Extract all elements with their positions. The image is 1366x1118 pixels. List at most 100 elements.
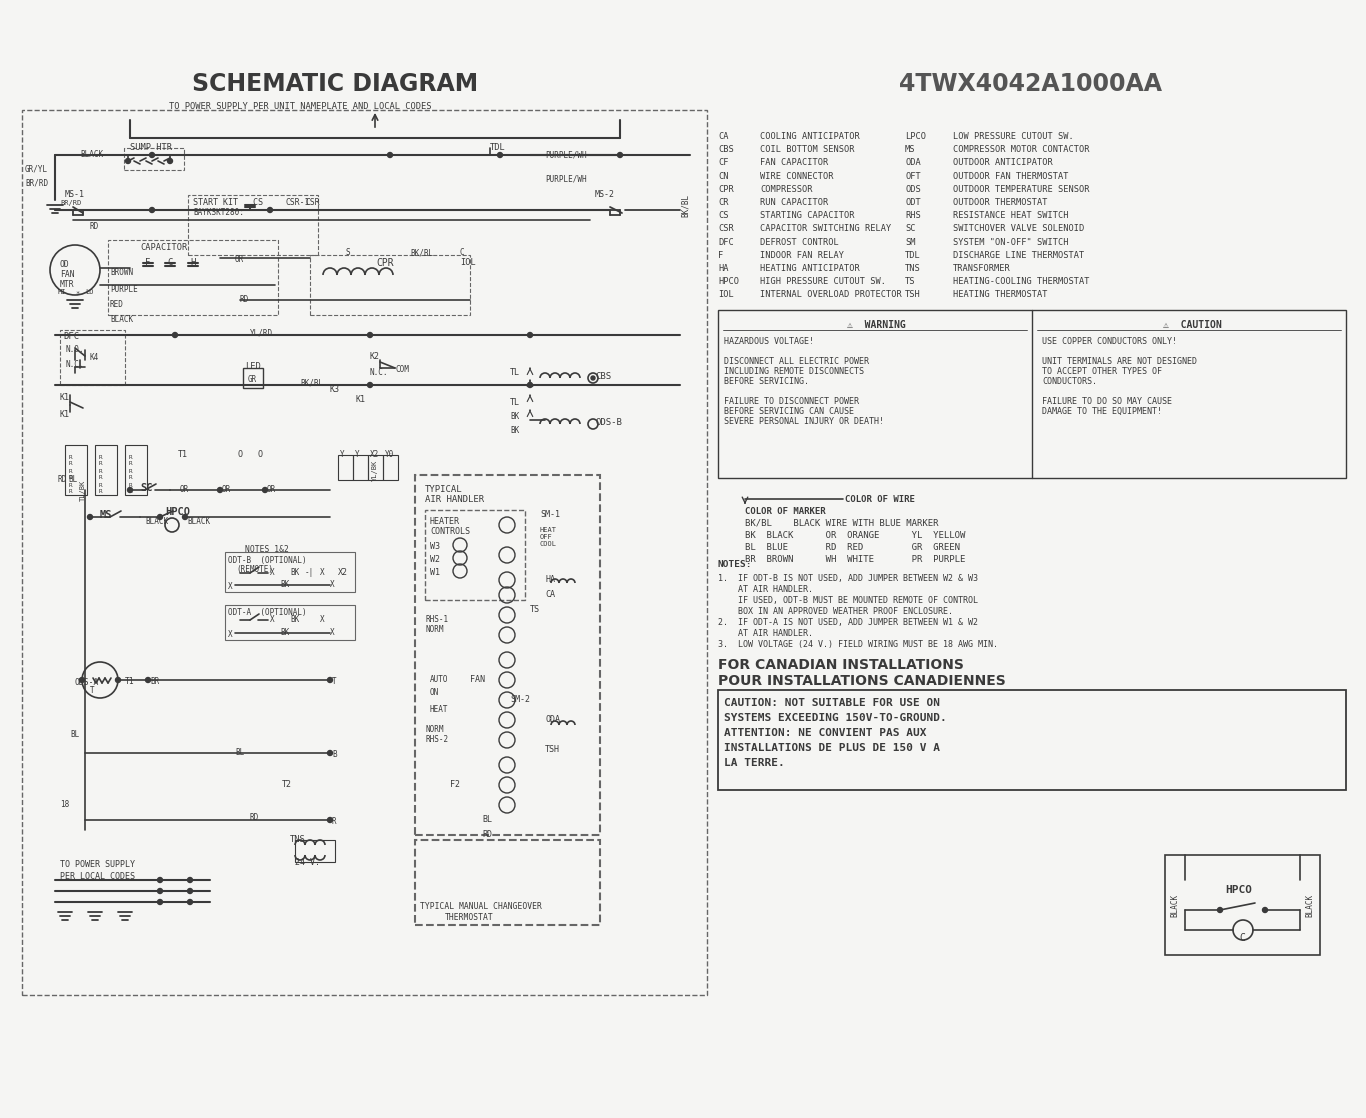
Text: RHS: RHS bbox=[906, 211, 921, 220]
Circle shape bbox=[183, 514, 187, 520]
Text: AIR HANDLER: AIR HANDLER bbox=[425, 495, 484, 504]
Text: TL: TL bbox=[510, 368, 520, 377]
Text: R
R: R R bbox=[70, 468, 72, 480]
Text: 1.  IF ODT-B IS NOT USED, ADD JUMPER BETWEEN W2 & W3: 1. IF ODT-B IS NOT USED, ADD JUMPER BETW… bbox=[719, 574, 978, 582]
Text: X: X bbox=[331, 580, 335, 589]
Circle shape bbox=[149, 152, 154, 158]
Text: BK: BK bbox=[280, 628, 290, 637]
Circle shape bbox=[116, 678, 120, 682]
Text: LPCO: LPCO bbox=[906, 132, 926, 141]
Text: TO POWER SUPPLY: TO POWER SUPPLY bbox=[60, 860, 135, 869]
Text: IF USED, ODT-B MUST BE MOUNTED REMOTE OF CONTROL: IF USED, ODT-B MUST BE MOUNTED REMOTE OF… bbox=[719, 596, 978, 605]
Text: CONTROLS: CONTROLS bbox=[430, 527, 470, 536]
Text: NOTES:: NOTES: bbox=[719, 560, 753, 569]
Bar bbox=[66, 445, 87, 495]
Text: BLACK: BLACK bbox=[111, 315, 133, 324]
Bar bbox=[189, 195, 318, 255]
Text: (REMOTE): (REMOTE) bbox=[236, 565, 273, 574]
Text: INDOOR FAN RELAY: INDOOR FAN RELAY bbox=[759, 250, 844, 259]
Circle shape bbox=[187, 878, 193, 882]
Text: HA: HA bbox=[545, 575, 555, 584]
Text: SCHEMATIC DIAGRAM: SCHEMATIC DIAGRAM bbox=[193, 72, 478, 96]
Text: C: C bbox=[1239, 934, 1244, 942]
Text: X: X bbox=[331, 628, 335, 637]
Text: MS-1: MS-1 bbox=[66, 190, 85, 199]
Text: FAN: FAN bbox=[60, 271, 75, 280]
Text: LOW PRESSURE CUTOUT SW.: LOW PRESSURE CUTOUT SW. bbox=[953, 132, 1074, 141]
Bar bbox=[352, 455, 367, 480]
Bar bbox=[415, 840, 600, 925]
Text: IOL: IOL bbox=[719, 291, 734, 300]
Text: -|: -| bbox=[305, 568, 314, 577]
Text: ODA: ODA bbox=[906, 159, 921, 168]
Text: TS: TS bbox=[906, 277, 915, 286]
Text: K4: K4 bbox=[90, 353, 100, 362]
Text: MS: MS bbox=[100, 510, 112, 520]
Text: CF: CF bbox=[719, 159, 728, 168]
Text: OUTDOOR TEMPERATURE SENSOR: OUTDOOR TEMPERATURE SENSOR bbox=[953, 184, 1090, 193]
Text: TL: TL bbox=[510, 398, 520, 407]
Text: N.O.: N.O. bbox=[66, 345, 83, 354]
Text: INSTALLATIONS DE PLUS DE 150 V A: INSTALLATIONS DE PLUS DE 150 V A bbox=[724, 743, 940, 754]
Text: YL/BK: YL/BK bbox=[372, 459, 378, 481]
Text: X: X bbox=[270, 568, 275, 577]
Text: W2: W2 bbox=[430, 555, 440, 563]
Text: X: X bbox=[228, 582, 232, 591]
Text: H: H bbox=[190, 258, 195, 267]
Text: ⚠  CAUTION: ⚠ CAUTION bbox=[1162, 320, 1221, 330]
Text: BR/RD: BR/RD bbox=[25, 178, 48, 187]
Text: CA: CA bbox=[545, 590, 555, 599]
Text: BR  BROWN      WH  WHITE       PR  PURPLE: BR BROWN WH WHITE PR PURPLE bbox=[744, 555, 966, 563]
Text: T: T bbox=[90, 686, 94, 695]
Text: S: S bbox=[346, 248, 350, 257]
Text: RD: RD bbox=[240, 295, 249, 304]
Bar bbox=[310, 255, 470, 315]
Circle shape bbox=[367, 382, 373, 388]
Text: ODT-B  (OPTIONAL): ODT-B (OPTIONAL) bbox=[228, 556, 306, 565]
Text: TYPICAL: TYPICAL bbox=[425, 485, 463, 494]
Text: FOR CANADIAN INSTALLATIONS: FOR CANADIAN INSTALLATIONS bbox=[719, 659, 964, 672]
Text: DAMAGE TO THE EQUIPMENT!: DAMAGE TO THE EQUIPMENT! bbox=[1042, 407, 1162, 416]
Circle shape bbox=[497, 152, 503, 158]
Text: RESISTANCE HEAT SWITCH: RESISTANCE HEAT SWITCH bbox=[953, 211, 1068, 220]
Text: MTR: MTR bbox=[60, 280, 75, 288]
Text: CS: CS bbox=[719, 211, 728, 220]
Text: *: * bbox=[75, 291, 79, 297]
Text: CONDUCTORS.: CONDUCTORS. bbox=[1042, 377, 1097, 386]
Text: O: O bbox=[238, 451, 243, 459]
Text: HIGH PRESSURE CUTOUT SW.: HIGH PRESSURE CUTOUT SW. bbox=[759, 277, 887, 286]
Text: HEAT: HEAT bbox=[430, 705, 448, 714]
Bar bbox=[382, 455, 398, 480]
Text: BAYKSKT280:: BAYKSKT280: bbox=[193, 208, 245, 217]
Text: ODS-A: ODS-A bbox=[75, 678, 100, 686]
Circle shape bbox=[328, 817, 332, 823]
Text: PURPLE: PURPLE bbox=[111, 285, 138, 294]
Text: HEATER: HEATER bbox=[430, 517, 460, 525]
Text: F: F bbox=[719, 250, 723, 259]
Text: PURPLE/WH: PURPLE/WH bbox=[545, 176, 586, 184]
Text: OD: OD bbox=[60, 260, 70, 269]
Text: BK/BL    BLACK WIRE WITH BLUE MARKER: BK/BL BLACK WIRE WITH BLUE MARKER bbox=[744, 519, 938, 528]
Text: K1: K1 bbox=[60, 410, 70, 419]
Text: ON: ON bbox=[430, 688, 440, 697]
Circle shape bbox=[187, 889, 193, 893]
Text: OUTDOOR FAN THERMOSTAT: OUTDOOR FAN THERMOSTAT bbox=[953, 171, 1068, 181]
Text: T1: T1 bbox=[126, 678, 135, 686]
Text: DISCONNECT ALL ELECTRIC POWER: DISCONNECT ALL ELECTRIC POWER bbox=[724, 357, 869, 366]
Text: Y0: Y0 bbox=[385, 451, 395, 459]
Text: BEFORE SERVICING.: BEFORE SERVICING. bbox=[724, 377, 809, 386]
Circle shape bbox=[187, 900, 193, 904]
Text: F: F bbox=[145, 258, 150, 267]
Text: TSH: TSH bbox=[906, 291, 921, 300]
Bar bbox=[126, 445, 148, 495]
Text: X: X bbox=[320, 568, 325, 577]
Bar bbox=[124, 148, 184, 170]
Text: INCLUDING REMOTE DISCONNECTS: INCLUDING REMOTE DISCONNECTS bbox=[724, 367, 865, 376]
Text: SM: SM bbox=[906, 238, 915, 247]
Text: N.C.: N.C. bbox=[66, 360, 83, 369]
Text: TL/BK: TL/BK bbox=[81, 480, 86, 501]
Text: ⚠  WARNING: ⚠ WARNING bbox=[847, 320, 906, 330]
Text: OR: OR bbox=[235, 255, 245, 264]
Text: LO: LO bbox=[85, 288, 93, 295]
Text: OR: OR bbox=[266, 485, 276, 494]
